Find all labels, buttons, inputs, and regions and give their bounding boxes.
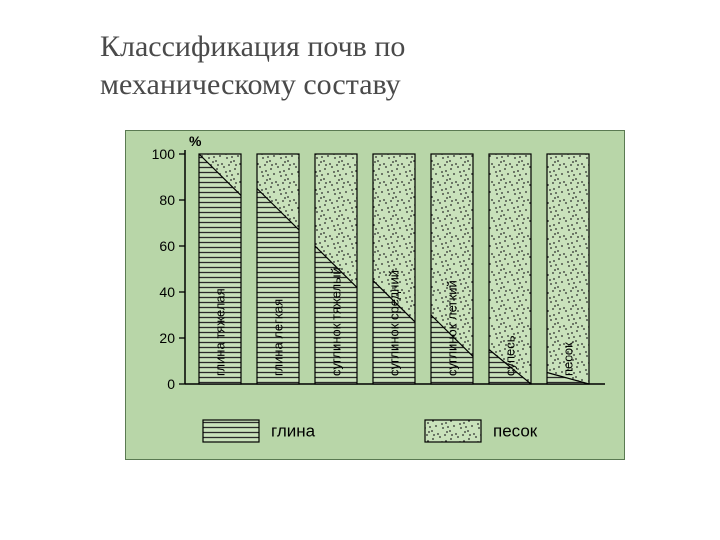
bar-label: суглинок средний [387, 270, 402, 376]
y-tick-label: 20 [159, 330, 175, 346]
bar-label: глина тяжелая [213, 288, 228, 376]
bar-2: суглинок тяжелый [315, 154, 357, 384]
soil-chart: 0 20 40 60 80 100% глина тяжелая глина легкая су… [125, 130, 625, 460]
bar-1: глина легкая [257, 154, 299, 384]
slide: Классификация почв по механическому сост… [0, 0, 720, 540]
bar-6: песок [547, 154, 589, 384]
bar-3: суглинок средний [373, 154, 415, 384]
legend-swatch [425, 420, 481, 442]
y-tick-label: 80 [159, 192, 175, 208]
y-tick-label: 60 [159, 238, 175, 254]
bar-0: глина тяжелая [199, 154, 241, 384]
bar-label: супесь [503, 335, 518, 376]
chart-svg: 0 20 40 60 80 100% глина тяжелая глина легкая су… [125, 130, 625, 460]
bar-label: песок [561, 342, 576, 376]
bar-label: суглинок легкий [445, 280, 460, 376]
page-title: Классификация почв по механическому сост… [100, 28, 405, 103]
y-tick-label: 0 [167, 376, 175, 392]
legend-swatch [203, 420, 259, 442]
y-axis-unit: % [189, 133, 202, 149]
bar-5: супесь [489, 154, 531, 384]
y-tick-label: 40 [159, 284, 175, 300]
title-line-1: Классификация почв по [100, 30, 405, 63]
legend-label: песок [493, 422, 538, 441]
y-tick-label: 100 [152, 146, 176, 162]
title-line-2: механическому составу [100, 68, 401, 101]
bar-label: глина легкая [271, 299, 286, 376]
bar-4: суглинок легкий [431, 154, 473, 384]
legend-label: глина [271, 422, 316, 441]
bar-label: суглинок тяжелый [329, 267, 344, 376]
